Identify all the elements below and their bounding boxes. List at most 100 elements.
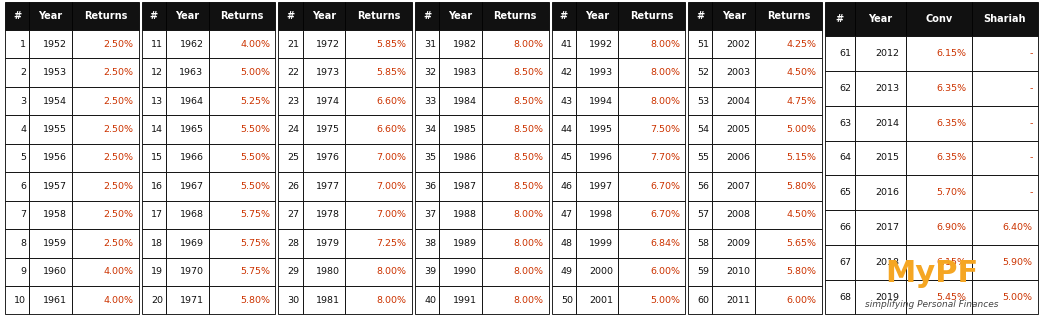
Text: 1978: 1978	[316, 210, 340, 219]
Text: 1989: 1989	[453, 239, 477, 248]
Text: 2017: 2017	[876, 223, 900, 232]
Text: 5.80%: 5.80%	[786, 182, 817, 191]
Text: 6.35%: 6.35%	[937, 84, 967, 93]
Text: Year: Year	[448, 11, 472, 21]
Text: 54: 54	[698, 125, 709, 134]
Text: 8.50%: 8.50%	[513, 68, 543, 77]
Text: 6: 6	[21, 182, 26, 191]
Text: #: #	[697, 11, 704, 21]
Text: Returns: Returns	[220, 11, 264, 21]
Text: 5.90%: 5.90%	[1002, 258, 1033, 267]
Text: 2005: 2005	[726, 125, 750, 134]
Text: Year: Year	[722, 11, 746, 21]
Text: 1976: 1976	[316, 154, 340, 162]
Text: 47: 47	[561, 210, 573, 219]
Text: 2018: 2018	[876, 258, 900, 267]
Text: 39: 39	[425, 267, 436, 276]
Text: 2007: 2007	[726, 182, 750, 191]
Text: 11: 11	[151, 40, 163, 49]
Text: 1973: 1973	[316, 68, 340, 77]
Text: 1982: 1982	[453, 40, 477, 49]
Text: 1993: 1993	[589, 68, 613, 77]
Text: 33: 33	[425, 97, 436, 106]
Text: 1985: 1985	[453, 125, 477, 134]
Text: 6.84%: 6.84%	[650, 239, 680, 248]
Text: 5.45%: 5.45%	[937, 293, 967, 301]
Text: 2.50%: 2.50%	[103, 125, 134, 134]
Text: 6.35%: 6.35%	[937, 154, 967, 162]
Text: 4.50%: 4.50%	[786, 210, 817, 219]
Text: 2: 2	[21, 68, 26, 77]
Text: 52: 52	[698, 68, 709, 77]
Text: 50: 50	[561, 296, 573, 305]
Text: 35: 35	[425, 154, 436, 162]
Text: 58: 58	[698, 239, 709, 248]
Text: 2003: 2003	[726, 68, 750, 77]
Text: 5.50%: 5.50%	[240, 154, 270, 162]
Text: 5: 5	[21, 154, 26, 162]
Text: 18: 18	[151, 239, 163, 248]
Text: 42: 42	[561, 68, 573, 77]
Text: 5.00%: 5.00%	[240, 68, 270, 77]
Text: 1988: 1988	[453, 210, 477, 219]
Text: 1999: 1999	[589, 239, 613, 248]
Text: 51: 51	[698, 40, 709, 49]
Text: 5.00%: 5.00%	[1002, 293, 1033, 301]
Text: 41: 41	[561, 40, 573, 49]
Text: 1972: 1972	[316, 40, 340, 49]
Text: 8.00%: 8.00%	[513, 267, 543, 276]
Text: 40: 40	[425, 296, 436, 305]
Text: 1956: 1956	[43, 154, 67, 162]
Text: 3: 3	[20, 97, 26, 106]
Text: 2006: 2006	[726, 154, 750, 162]
Text: -: -	[1029, 49, 1033, 58]
Text: 4: 4	[21, 125, 26, 134]
Text: 36: 36	[425, 182, 436, 191]
Text: 45: 45	[561, 154, 573, 162]
Text: 1970: 1970	[179, 267, 203, 276]
Text: 2019: 2019	[876, 293, 900, 301]
Text: 1981: 1981	[316, 296, 340, 305]
Text: 7.70%: 7.70%	[650, 154, 680, 162]
Text: 2.50%: 2.50%	[103, 239, 134, 248]
Text: 8.00%: 8.00%	[513, 296, 543, 305]
Text: 16: 16	[151, 182, 163, 191]
Text: 1953: 1953	[43, 68, 67, 77]
Text: 57: 57	[698, 210, 709, 219]
Text: 19: 19	[151, 267, 163, 276]
Text: Returns: Returns	[767, 11, 810, 21]
Text: 2009: 2009	[726, 239, 750, 248]
Text: 1968: 1968	[179, 210, 203, 219]
Text: 1987: 1987	[453, 182, 477, 191]
Text: #: #	[560, 11, 567, 21]
Text: 2013: 2013	[876, 84, 900, 93]
Text: 1983: 1983	[453, 68, 477, 77]
Text: 23: 23	[288, 97, 299, 106]
Text: 8.50%: 8.50%	[513, 97, 543, 106]
Text: 2008: 2008	[726, 210, 750, 219]
Text: 22: 22	[288, 68, 299, 77]
Text: 20: 20	[151, 296, 163, 305]
Text: 8: 8	[21, 239, 26, 248]
Text: Year: Year	[868, 14, 893, 24]
Text: Year: Year	[585, 11, 609, 21]
Text: 1969: 1969	[179, 239, 203, 248]
Text: 5.50%: 5.50%	[240, 125, 270, 134]
Text: 66: 66	[840, 223, 851, 232]
Text: 34: 34	[425, 125, 436, 134]
Text: 25: 25	[288, 154, 299, 162]
Text: #: #	[14, 11, 21, 21]
Text: 9: 9	[21, 267, 26, 276]
Text: 6.15%: 6.15%	[937, 258, 967, 267]
Text: 2002: 2002	[726, 40, 750, 49]
Text: Returns: Returns	[630, 11, 674, 21]
Text: 1975: 1975	[316, 125, 340, 134]
Text: 44: 44	[561, 125, 573, 134]
Text: 2000: 2000	[589, 267, 613, 276]
Text: 8.00%: 8.00%	[650, 68, 680, 77]
Text: 5.25%: 5.25%	[240, 97, 270, 106]
Text: Returns: Returns	[83, 11, 127, 21]
Text: 7.25%: 7.25%	[377, 239, 407, 248]
Text: simplifying Personal Finances: simplifying Personal Finances	[865, 300, 998, 309]
Text: 30: 30	[288, 296, 299, 305]
